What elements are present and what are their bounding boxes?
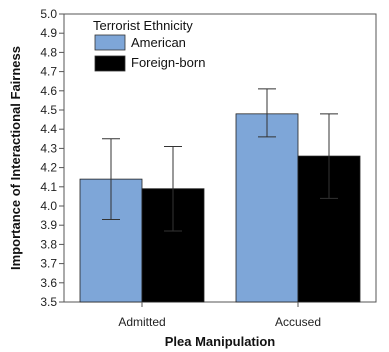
x-axis-title: Plea Manipulation	[165, 334, 276, 349]
legend: Terrorist Ethnicity American Foreign-bor…	[93, 18, 205, 72]
y-tick-label: 4.6	[40, 84, 57, 98]
y-tick-label: 4.4	[40, 122, 57, 136]
y-tick-label: 3.6	[40, 276, 57, 290]
bar-american-accused	[235, 113, 299, 303]
bars	[79, 113, 361, 303]
y-tick-label: 3.5	[40, 295, 57, 309]
y-tick-label: 4.1	[40, 180, 57, 194]
y-tick-label: 4.0	[40, 199, 57, 213]
x-tick-label: Admitted	[118, 315, 165, 329]
legend-swatch-foreign-born	[94, 55, 126, 72]
legend-swatch-american	[94, 34, 126, 51]
legend-label-foreign-born: Foreign-born	[131, 55, 205, 70]
y-tick-label: 4.5	[40, 103, 57, 117]
x-axis: Admitted Accused	[118, 302, 321, 329]
y-tick-label: 4.7	[40, 65, 57, 79]
y-tick-label: 3.7	[40, 257, 57, 271]
legend-title: Terrorist Ethnicity	[93, 18, 193, 33]
y-tick-label: 4.8	[40, 45, 57, 59]
y-tick-label: 4.2	[40, 161, 57, 175]
y-tick-label: 3.8	[40, 237, 57, 251]
y-tick-label: 3.9	[40, 218, 57, 232]
y-axis: 3.5 3.6 3.7 3.8 3.9 4.0 4.1 4.2 4.3 4.4 4.5 4.6 4.7 4…	[40, 7, 64, 309]
y-axis-title: Importance of Interactional Fairness	[8, 46, 23, 270]
y-tick-label: 4.3	[40, 141, 57, 155]
legend-label-american: American	[131, 35, 186, 50]
plot-frame	[63, 13, 377, 303]
y-tick-label: 5.0	[40, 7, 57, 21]
x-tick-label: Accused	[275, 315, 321, 329]
error-bars	[102, 88, 338, 232]
y-tick-label: 4.9	[40, 26, 57, 40]
